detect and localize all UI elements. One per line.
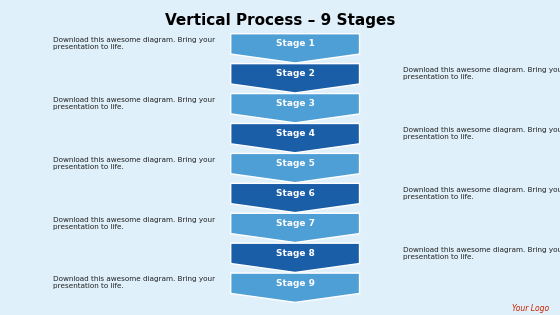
Text: Stage 8: Stage 8 — [276, 249, 315, 258]
Text: Stage 2: Stage 2 — [276, 69, 315, 78]
Text: Stage 7: Stage 7 — [276, 219, 315, 228]
Polygon shape — [231, 34, 360, 63]
Polygon shape — [231, 153, 360, 183]
Text: Stage 6: Stage 6 — [276, 189, 315, 198]
Text: Download this awesome diagram. Bring your
presentation to life.: Download this awesome diagram. Bring you… — [53, 277, 216, 289]
Text: Download this awesome diagram. Bring your
presentation to life.: Download this awesome diagram. Bring you… — [403, 187, 560, 200]
Polygon shape — [231, 183, 360, 213]
Text: Stage 1: Stage 1 — [276, 39, 315, 49]
Polygon shape — [231, 94, 360, 123]
Text: Your Logo: Your Logo — [512, 304, 549, 313]
Text: Download this awesome diagram. Bring your
presentation to life.: Download this awesome diagram. Bring you… — [403, 127, 560, 140]
Text: Download this awesome diagram. Bring your
presentation to life.: Download this awesome diagram. Bring you… — [53, 97, 216, 110]
Polygon shape — [231, 273, 360, 302]
Text: Stage 9: Stage 9 — [276, 279, 315, 288]
Text: Download this awesome diagram. Bring your
presentation to life.: Download this awesome diagram. Bring you… — [403, 247, 560, 260]
Text: Download this awesome diagram. Bring your
presentation to life.: Download this awesome diagram. Bring you… — [53, 157, 216, 170]
Polygon shape — [231, 213, 360, 243]
Text: Download this awesome diagram. Bring your
presentation to life.: Download this awesome diagram. Bring you… — [53, 217, 216, 230]
Text: Stage 5: Stage 5 — [276, 159, 315, 168]
Polygon shape — [231, 243, 360, 272]
Polygon shape — [231, 64, 360, 93]
Text: Vertical Process – 9 Stages: Vertical Process – 9 Stages — [165, 13, 395, 28]
Polygon shape — [231, 123, 360, 153]
Text: Download this awesome diagram. Bring your
presentation to life.: Download this awesome diagram. Bring you… — [53, 37, 216, 50]
Text: Download this awesome diagram. Bring your
presentation to life.: Download this awesome diagram. Bring you… — [403, 67, 560, 80]
Text: Stage 3: Stage 3 — [276, 99, 315, 108]
Text: Stage 4: Stage 4 — [276, 129, 315, 138]
